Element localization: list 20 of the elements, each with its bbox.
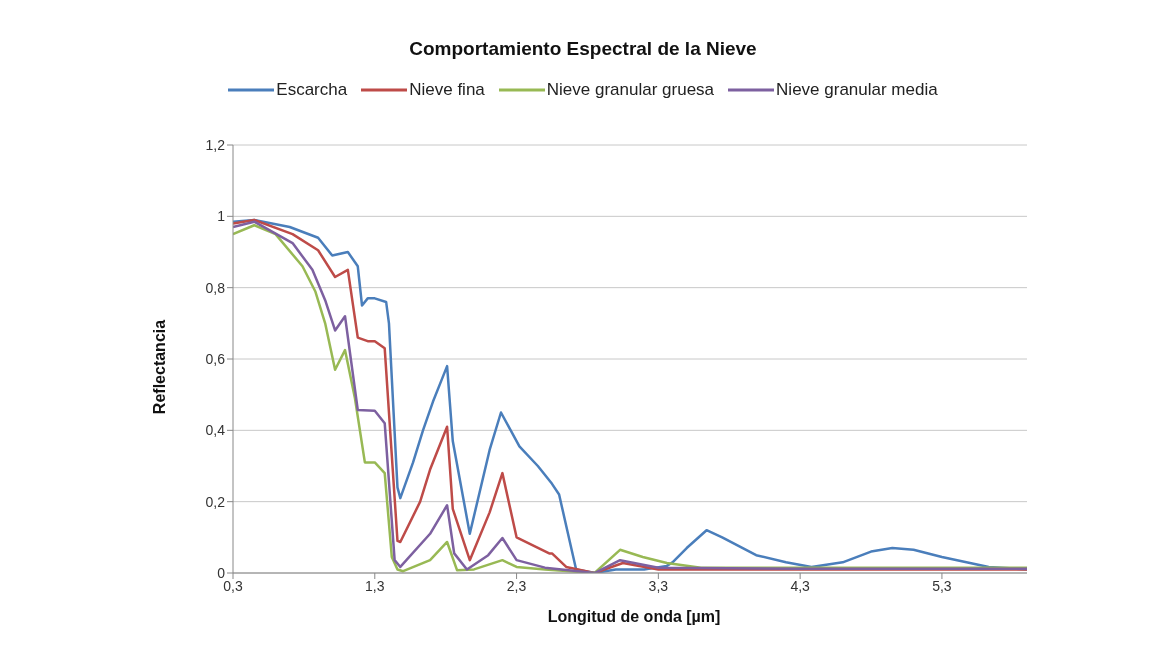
chart-title: Comportamiento Espectral de la Nieve	[408, 38, 758, 60]
legend-label: Nieve granular media	[776, 80, 938, 100]
y-tick-label: 0	[217, 564, 226, 581]
legend-label: Nieve granular gruesa	[546, 80, 715, 100]
x-tick-label: 4,3	[790, 577, 811, 594]
x-tick-label: 2,3	[506, 577, 527, 594]
y-tick-label: 0,6	[205, 350, 226, 367]
y-tick-label: 0,8	[205, 279, 226, 296]
legend-label: Nieve fina	[409, 80, 485, 100]
x-tick-label: 5,3	[932, 577, 952, 594]
legend-label: Escarcha	[276, 80, 348, 100]
y-tick-label: 1	[217, 208, 226, 225]
y-tick-label: 1,2	[205, 136, 226, 153]
y-axis-title: Reflectancia	[151, 319, 169, 415]
y-tick-label: 0,4	[205, 422, 226, 439]
x-axis-title: Longitud de onda [µm]	[546, 608, 722, 626]
x-tick-label: 3,3	[648, 577, 669, 594]
y-tick-label: 0,2	[205, 493, 226, 510]
x-tick-label: 1,3	[365, 577, 385, 594]
x-tick-label: 0,3	[223, 577, 243, 594]
